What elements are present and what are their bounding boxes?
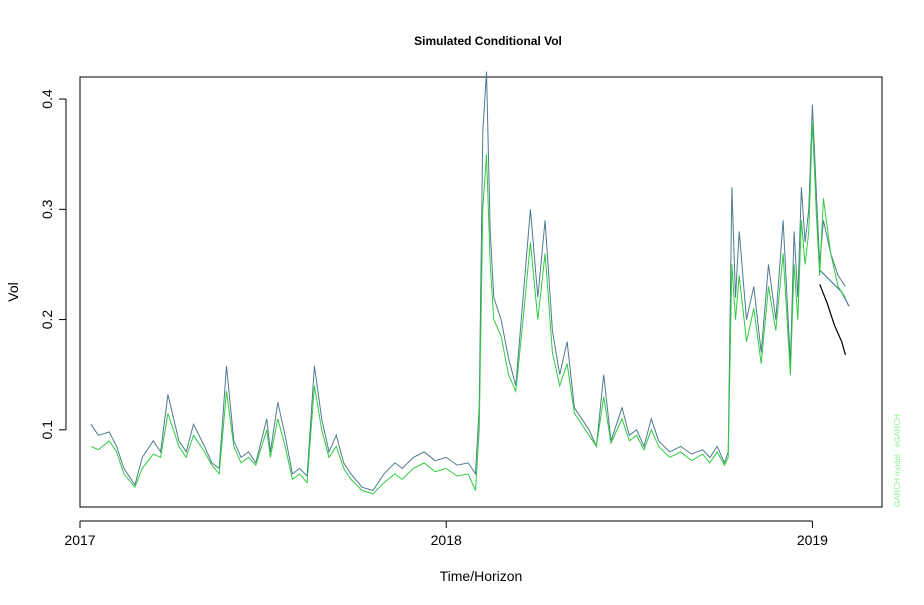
forecast-line-1 bbox=[819, 269, 850, 307]
plot-frame bbox=[79, 76, 883, 508]
y-tick-label-0.2: 0.2 bbox=[39, 310, 55, 330]
x-axis: 2017 2018 2019 bbox=[64, 520, 828, 548]
series-line-1 bbox=[90, 71, 846, 492]
y-tick-label-0.4: 0.4 bbox=[39, 89, 55, 109]
series-line-2 bbox=[90, 121, 846, 495]
x-tick-label-2019: 2019 bbox=[797, 532, 828, 548]
chart-title: Simulated Conditional Vol bbox=[414, 34, 562, 48]
forecast-line-2 bbox=[819, 284, 846, 355]
x-axis-label: Time/Horizon bbox=[440, 568, 523, 584]
model-annotation: GARCH model : eGARCH bbox=[893, 414, 902, 507]
x-tick-label-2018: 2018 bbox=[431, 532, 462, 548]
series-layer bbox=[90, 71, 850, 495]
y-tick-label-0.1: 0.1 bbox=[39, 420, 55, 440]
x-tick-label-2017: 2017 bbox=[64, 532, 95, 548]
y-axis-label: Vol bbox=[5, 282, 21, 301]
y-tick-label-0.3: 0.3 bbox=[39, 199, 55, 219]
y-axis: 0.1 0.2 0.3 0.4 bbox=[39, 89, 67, 440]
